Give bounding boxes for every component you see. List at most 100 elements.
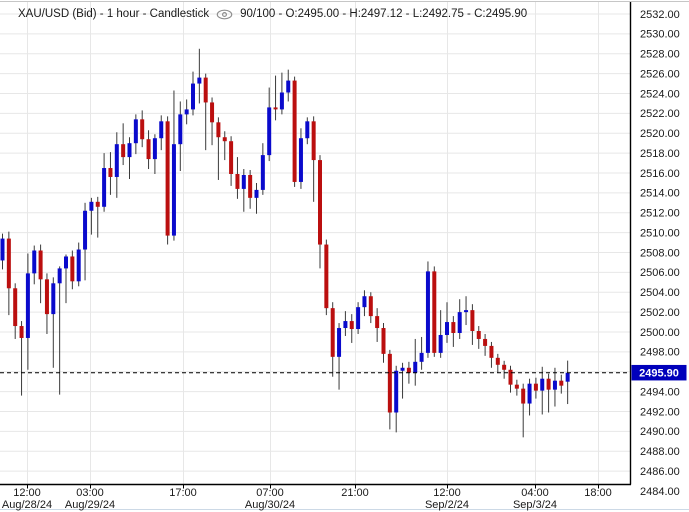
candlestick-bar (457, 299, 462, 339)
candlestick-bar (464, 296, 469, 326)
candle-body-down (381, 328, 386, 354)
candlestick-bar (527, 378, 532, 416)
candle-body-down (387, 353, 392, 413)
candle-body-up (57, 268, 62, 284)
candlestick-bar (38, 244, 43, 304)
candlestick-bar (559, 374, 564, 394)
chart-ohlc-readout: 90/100 - O:2495.00 - H:2497.12 - L:2492.… (240, 8, 528, 20)
x-axis-date-label: Sep/2/24 (425, 499, 469, 511)
candle-body-up (540, 378, 545, 391)
candle-body-up (83, 210, 88, 250)
candlestick-bar (470, 304, 475, 345)
y-axis-label: 2514.00 (640, 188, 680, 200)
candle-body-down (324, 244, 329, 309)
candle-body-up (438, 334, 443, 353)
candle-body-up (413, 361, 418, 373)
x-axis-time-label: 12:00 (433, 487, 461, 499)
x-axis-date-label: Aug/30/24 (245, 499, 295, 511)
candle-body-up (298, 138, 303, 182)
candlestick-bar (432, 266, 437, 357)
candle-body-up (343, 321, 348, 329)
candle-body-down (311, 121, 316, 161)
candlestick-bar (540, 366, 545, 415)
x-axis-time-label: 21:00 (341, 487, 369, 499)
candle-body-up (565, 372, 570, 382)
y-axis-label: 2498.00 (640, 347, 680, 359)
candle-body-up (114, 144, 119, 177)
candle-body-up (425, 271, 430, 353)
candle-body-down (210, 102, 215, 123)
candlestick-bar (6, 231, 11, 316)
candlestick-bar (159, 115, 164, 151)
candlestick-bar (222, 131, 227, 161)
candlestick-bar (241, 169, 246, 212)
current-price-tag: 2495.90 (631, 364, 687, 381)
candle-body-up (159, 121, 164, 139)
candle-body-down (121, 144, 126, 158)
candle-body-up (337, 328, 342, 357)
candlestick-bar (451, 316, 456, 347)
candlestick-bar (356, 302, 361, 334)
candle-body-down (489, 345, 494, 358)
candle-body-down (318, 160, 322, 245)
candlestick-bar (330, 302, 335, 377)
candle-body-down (406, 367, 411, 373)
candle-body-down (13, 288, 18, 327)
candle-body-up (279, 92, 284, 110)
candlestick-bar (552, 367, 557, 407)
candle-body-up (305, 121, 310, 139)
y-axis-label: 2530.00 (640, 29, 680, 41)
candle-body-up (178, 114, 183, 145)
candle-body-down (70, 256, 75, 282)
candle-body-down (248, 174, 253, 198)
y-axis-label: 2524.00 (640, 88, 680, 100)
candlestick-bar (445, 302, 449, 343)
candlestick-bar (152, 134, 157, 174)
x-axis-time-label: 12:00 (13, 487, 41, 499)
candle-body-down (95, 201, 100, 207)
candlestick-bar (25, 253, 30, 370)
candlestick-bar (286, 69, 291, 102)
candle-body-down (514, 384, 519, 389)
candlestick-bar (298, 128, 303, 189)
candlestick-series (0, 48, 570, 438)
candlestick-bar (102, 153, 107, 212)
candle-body-up (400, 367, 405, 371)
candlestick-bar (533, 377, 538, 399)
candlestick-bar (343, 311, 348, 336)
current-price-tag-label: 2495.90 (639, 368, 679, 380)
x-axis-date-label: Aug/29/24 (65, 499, 115, 511)
candlestick-bar (318, 155, 322, 269)
chart-title: XAU/USD (Bid) - 1 hour - Candlestick (18, 8, 210, 20)
candlestick-bar (349, 314, 354, 343)
candle-body-up (51, 283, 56, 315)
candle-body-up (171, 144, 176, 236)
y-axis-label: 2526.00 (640, 68, 680, 80)
candle-body-up (133, 119, 138, 144)
candle-body-up (267, 107, 272, 156)
candle-body-down (108, 168, 113, 177)
candle-body-up (260, 155, 265, 190)
candle-body-down (146, 139, 151, 160)
candlestick-bar (419, 336, 424, 370)
x-axis-time-label: 07:00 (256, 487, 284, 499)
visibility-eye-icon[interactable] (216, 9, 233, 20)
candlestick-bar (387, 349, 392, 430)
x-axis-time-label: 18:00 (584, 487, 612, 499)
candlestick-bar (305, 117, 310, 145)
y-axis-label: 2492.00 (640, 406, 680, 418)
x-axis-time-label: 03:00 (76, 487, 104, 499)
candle-body-down (216, 122, 221, 138)
candle-body-up (25, 273, 30, 338)
candle-body-down (533, 383, 538, 391)
x-axis-time-label: 17:00 (169, 487, 197, 499)
y-axis-label: 2510.00 (640, 227, 680, 239)
candlestick-bar (489, 341, 494, 368)
candlestick-bar (51, 277, 56, 368)
y-axis[interactable]: 2532.00 2530.00 2528.00 2526.00 2524.00 2522.… (640, 9, 680, 498)
candle-body-down (502, 364, 507, 370)
candlestick-bar (267, 87, 272, 162)
y-axis-label: 2500.00 (640, 327, 680, 339)
